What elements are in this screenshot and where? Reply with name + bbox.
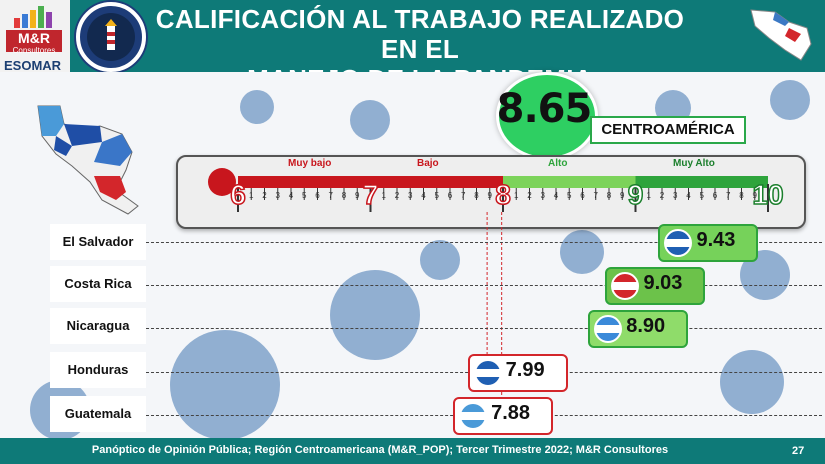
band-label-muy-alto: Muy Alto	[673, 158, 715, 169]
logo-subname: Consultores	[12, 46, 56, 55]
row-line	[146, 285, 822, 286]
row-label-nicaragua: Nicaragua	[50, 308, 146, 344]
scale-frame	[176, 155, 806, 229]
logo-esomar: ESOMAR	[4, 58, 62, 73]
lighthouse-icon	[87, 13, 135, 61]
source-note: Panóptico de Opinión Pública; Región Cen…	[91, 444, 669, 456]
band-label-alto: Alto	[548, 158, 568, 169]
flag-icon	[473, 359, 502, 387]
region-label: CENTROAMÉRICA	[590, 116, 746, 144]
row-line	[146, 328, 822, 329]
row-label-costa-rica: Costa Rica	[50, 266, 146, 302]
band-label-muy-bajo: Muy bajo	[288, 158, 332, 169]
seal-logo	[76, 2, 146, 72]
flag-icon	[611, 272, 640, 300]
overall-score-badge	[496, 72, 598, 160]
flag-icon	[594, 315, 623, 343]
logo-mr-text: M&R	[6, 30, 62, 52]
score-value-label: 9.03	[643, 272, 683, 294]
flag-icon	[664, 229, 693, 257]
row-line	[146, 242, 822, 243]
band-label-bajo: Bajo	[417, 158, 439, 169]
flag-icon	[459, 402, 488, 430]
row-label-honduras: Honduras	[50, 352, 146, 388]
score-value-label: 9.43	[696, 229, 736, 251]
score-value-label: 7.88	[491, 402, 531, 424]
title-line-1: CALIFICACIÓN AL TRABAJO REALIZADO EN EL	[155, 4, 685, 64]
score-value-label: 8.90	[626, 315, 666, 337]
company-logo: M&R Consultores ESOMAR member	[0, 0, 70, 84]
footer-bar: Panóptico de Opinión Pública; Región Cen…	[0, 438, 825, 464]
bar-chart-icon	[12, 6, 56, 28]
row-label-guatemala: Guatemala	[50, 396, 146, 432]
page-number: 27	[792, 445, 805, 457]
row-label-el-salvador: El Salvador	[50, 224, 146, 260]
overall-score-value: 8.65	[496, 86, 593, 132]
central-america-flags-map	[30, 96, 150, 216]
central-america-map-icon	[745, 4, 815, 64]
score-value-label: 7.99	[505, 359, 545, 381]
